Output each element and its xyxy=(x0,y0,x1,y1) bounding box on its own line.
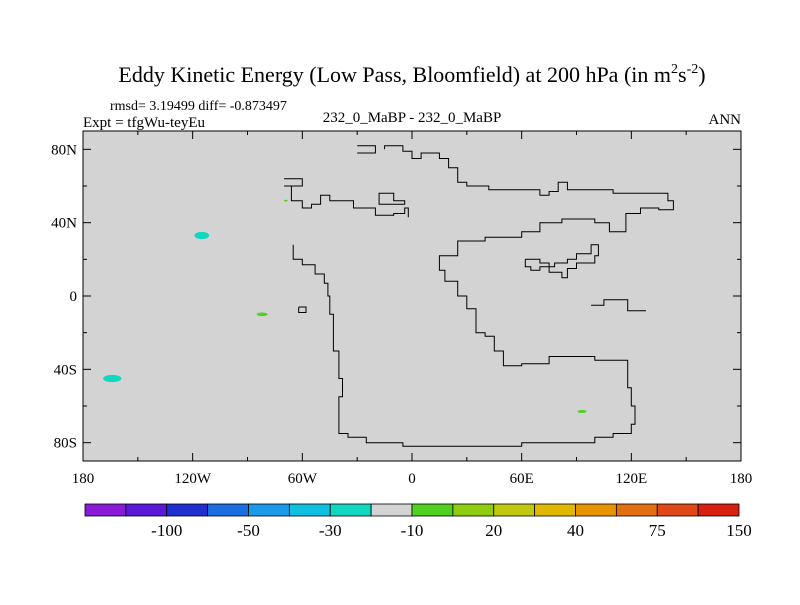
colorbar-swatch xyxy=(370,503,413,517)
colorbar-swatch xyxy=(534,503,576,517)
y-tick-label: 40S xyxy=(54,362,77,378)
coastline xyxy=(292,145,674,447)
anomaly-layer xyxy=(103,199,587,413)
colorbar-label: -10 xyxy=(401,521,424,540)
colorbar-swatch xyxy=(84,503,127,517)
coastline xyxy=(298,306,307,313)
title-unit-mid: s xyxy=(678,62,687,87)
stats-label: rmsd= 3.19499 diff= -0.873497 xyxy=(110,99,287,114)
title-main: Eddy Kinetic Energy (Low Pass, Bloomfiel… xyxy=(118,62,671,87)
colorbar-swatch xyxy=(329,503,372,517)
colorbar-swatch xyxy=(166,503,209,517)
colorbar-label: 20 xyxy=(485,521,502,540)
colorbar-swatch xyxy=(125,503,168,517)
colorbar-swatch xyxy=(615,503,658,517)
y-tick-label: 40N xyxy=(51,216,77,232)
anomaly-blob xyxy=(284,199,288,202)
x-tick-label: 120W xyxy=(174,471,212,487)
colorbar-swatch xyxy=(248,503,290,517)
y-tick-label: 80S xyxy=(54,436,77,452)
y-tick-label: 80N xyxy=(51,142,77,158)
coastline xyxy=(357,145,376,154)
colorbar-label: -30 xyxy=(319,521,342,540)
x-tick-label: 180 xyxy=(72,471,95,487)
colorbar-label: 40 xyxy=(567,521,584,540)
colorbar-swatch xyxy=(288,503,331,517)
expt-label: Expt = tfgWu-teyEu xyxy=(83,115,205,131)
colorbar: -100 -50 -30 -10 20 40 75 150 xyxy=(84,503,752,540)
x-tick-label: 0 xyxy=(408,471,416,487)
title-sup-2: -2 xyxy=(687,62,699,77)
anomaly-blob xyxy=(256,312,268,317)
coastline xyxy=(524,244,599,279)
x-tick-label: 60E xyxy=(510,471,534,487)
colorbar-swatch xyxy=(411,503,454,517)
center-label: 232_0_MaBP - 232_0_MaBP xyxy=(323,110,502,126)
x-tick-label: 120E xyxy=(615,471,647,487)
coastline xyxy=(378,192,406,205)
colorbar-label: 75 xyxy=(649,521,666,540)
title-close: ) xyxy=(698,62,705,87)
coastline xyxy=(591,299,646,312)
coastline-layer xyxy=(284,145,674,447)
colorbar-swatch xyxy=(493,503,536,517)
anomaly-blob xyxy=(103,374,122,383)
colorbar-label: 150 xyxy=(726,521,752,540)
x-tick-label: 60W xyxy=(288,471,318,487)
plot-background xyxy=(83,131,741,461)
title-sup-1: 2 xyxy=(671,62,678,77)
colorbar-swatch xyxy=(452,503,495,517)
y-axis: 80N 40N 0 40S 80S xyxy=(51,142,741,452)
right-label: ANN xyxy=(709,112,742,128)
chart-title: Eddy Kinetic Energy (Low Pass, Bloomfiel… xyxy=(118,62,705,87)
coastline xyxy=(284,178,303,187)
colorbar-swatch xyxy=(207,503,249,517)
anomaly-blob xyxy=(577,410,587,413)
x-tick-label: 180 xyxy=(730,471,753,487)
colorbar-swatch xyxy=(656,503,699,517)
colorbar-label: -50 xyxy=(237,521,260,540)
colorbar-label: -100 xyxy=(151,521,182,540)
y-tick-label: 0 xyxy=(70,289,78,305)
colorbar-swatch xyxy=(575,503,617,517)
x-axis: 180 120W 60W 0 60E 120E 180 xyxy=(72,131,753,487)
colorbar-swatch xyxy=(697,503,740,517)
anomaly-blob xyxy=(194,231,210,240)
coastline xyxy=(290,186,409,218)
